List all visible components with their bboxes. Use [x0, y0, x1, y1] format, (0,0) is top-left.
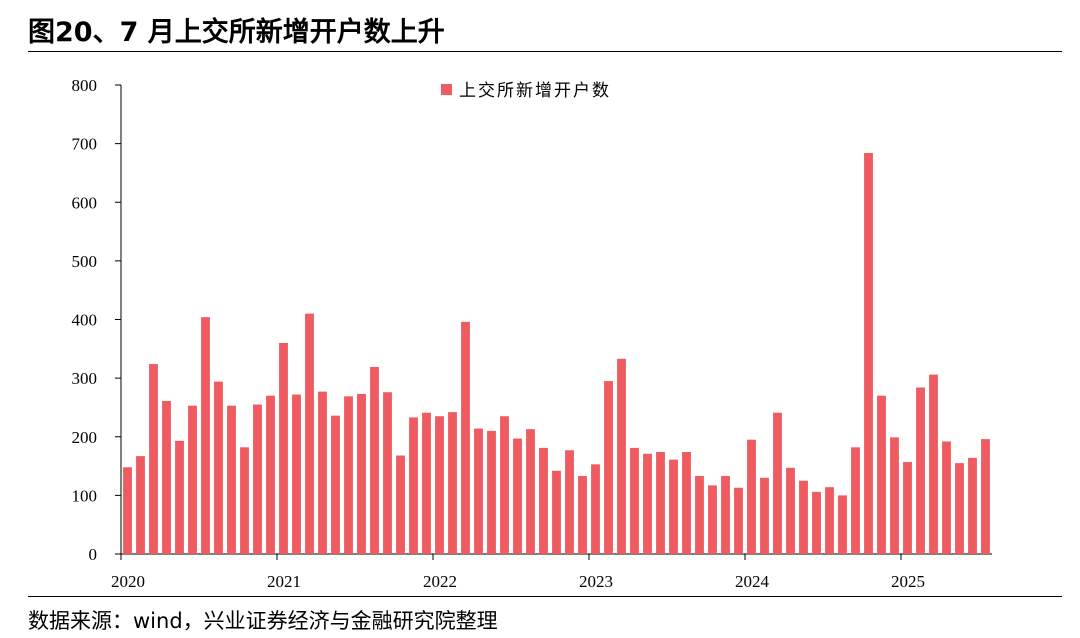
- bar: [851, 447, 860, 554]
- legend-swatch: [441, 84, 452, 95]
- bar: [435, 416, 444, 554]
- bar: [695, 476, 704, 554]
- bar: [708, 485, 717, 554]
- bar: [565, 450, 574, 554]
- bar-series: [123, 153, 990, 555]
- bar: [292, 394, 301, 554]
- bar: [682, 451, 691, 554]
- bar: [630, 447, 639, 554]
- bar: [877, 395, 886, 554]
- bar: [864, 153, 873, 554]
- bar: [773, 412, 782, 554]
- title-divider: [28, 51, 1062, 52]
- source-note: 数据来源：wind，兴业证券经济与金融研究院整理: [28, 609, 498, 633]
- bar: [890, 437, 899, 554]
- bar: [136, 456, 145, 554]
- bar: [214, 381, 223, 554]
- y-tick-label: 100: [72, 486, 98, 505]
- bar: [617, 358, 626, 554]
- x-axis: 2020 2021 2022 2023 2024 2025: [111, 553, 992, 590]
- bar: [396, 455, 405, 554]
- bar: [825, 487, 834, 554]
- bar: [383, 392, 392, 554]
- bar: [266, 395, 275, 554]
- bar: [526, 429, 535, 554]
- bar: [279, 342, 288, 554]
- bar: [578, 476, 587, 554]
- bar: [604, 381, 613, 554]
- bar: [201, 317, 210, 554]
- bar: [669, 459, 678, 554]
- bar: [500, 416, 509, 554]
- bar: [123, 467, 132, 554]
- bar: [149, 364, 158, 554]
- source-divider: [28, 596, 1062, 597]
- bar: [838, 495, 847, 555]
- bar: [903, 461, 912, 554]
- bar: [227, 405, 236, 554]
- chart-title: 图20、7 月上交所新增开户数上升: [28, 17, 445, 48]
- x-tick-label: 2025: [891, 572, 925, 590]
- x-tick-label: 2020: [111, 572, 145, 590]
- y-tick-label: 500: [72, 252, 98, 271]
- bar: [916, 387, 925, 554]
- bar: [968, 457, 977, 554]
- bar: [422, 412, 431, 554]
- bar: [734, 487, 743, 554]
- bar: [331, 415, 340, 554]
- bar: [357, 393, 366, 554]
- y-tick-label: 600: [72, 193, 98, 212]
- y-tick-label: 200: [72, 428, 98, 447]
- bar: [643, 453, 652, 554]
- bar: [552, 470, 561, 554]
- bar: [448, 412, 457, 554]
- bar: [513, 438, 522, 554]
- bar: [760, 477, 769, 554]
- bar: [747, 439, 756, 554]
- bar: [162, 400, 171, 554]
- bar: [253, 404, 262, 554]
- bar: [409, 417, 418, 554]
- y-axis: 0 100 200 300 400 500 600 700 800: [72, 76, 122, 564]
- bar: [981, 439, 990, 554]
- y-tick-label: 700: [72, 135, 98, 154]
- y-tick-label: 400: [72, 311, 98, 330]
- y-tick-label: 800: [72, 76, 98, 95]
- bar: [344, 396, 353, 554]
- x-tick-label: 2022: [423, 572, 457, 590]
- bar: [188, 405, 197, 554]
- x-tick-label: 2021: [267, 572, 301, 590]
- bar: [240, 447, 249, 554]
- legend-label: 上交所新增开户数: [459, 81, 611, 101]
- bar: [370, 366, 379, 554]
- bar: [929, 374, 938, 554]
- bar: [305, 313, 314, 554]
- bar: [799, 480, 808, 554]
- bar: [487, 430, 496, 554]
- bar: [591, 464, 600, 554]
- y-tick-label: 0: [89, 545, 98, 564]
- bar: [474, 428, 483, 554]
- bar: [461, 321, 470, 554]
- bar: [812, 491, 821, 554]
- bar: [656, 451, 665, 554]
- bar: [942, 441, 951, 554]
- bar: [318, 391, 327, 554]
- x-tick-label: 2024: [735, 572, 770, 590]
- legend: 上交所新增开户数: [441, 81, 611, 101]
- bar: [175, 440, 184, 554]
- bar: [786, 467, 795, 554]
- y-tick-label: 300: [72, 369, 98, 388]
- bar: [721, 476, 730, 554]
- bar: [955, 463, 964, 554]
- bar: [539, 447, 548, 554]
- x-tick-label: 2023: [579, 572, 613, 590]
